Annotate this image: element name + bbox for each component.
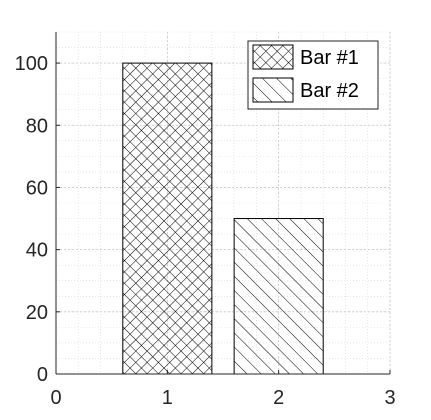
x-tick-label: 0 [50, 387, 61, 409]
y-tick-label: 80 [26, 115, 48, 137]
legend: Bar #1 Bar #2 [247, 40, 379, 110]
legend-swatch-bar-1 [252, 44, 294, 70]
y-tick-label: 40 [26, 240, 48, 262]
bar-series-2-x-2 [233, 218, 324, 375]
y-tick-label: 100 [15, 53, 48, 75]
bar-series-1-x-1 [122, 62, 213, 375]
y-tick-label: 0 [37, 364, 48, 386]
y-tick-label: 60 [26, 177, 48, 199]
legend-label-bar-1: Bar #1 [300, 47, 359, 69]
x-tick-label: 3 [384, 387, 395, 409]
axes [55, 32, 391, 375]
legend-swatch-bar-2 [252, 77, 294, 103]
y-tick-label: 20 [26, 302, 48, 324]
x-tick-label: 2 [273, 387, 284, 409]
legend-label-bar-2: Bar #2 [300, 80, 359, 102]
tick-labels: 0 1 2 3 0 20 40 60 80 100 [15, 53, 396, 409]
x-tick-label: 1 [162, 387, 173, 409]
